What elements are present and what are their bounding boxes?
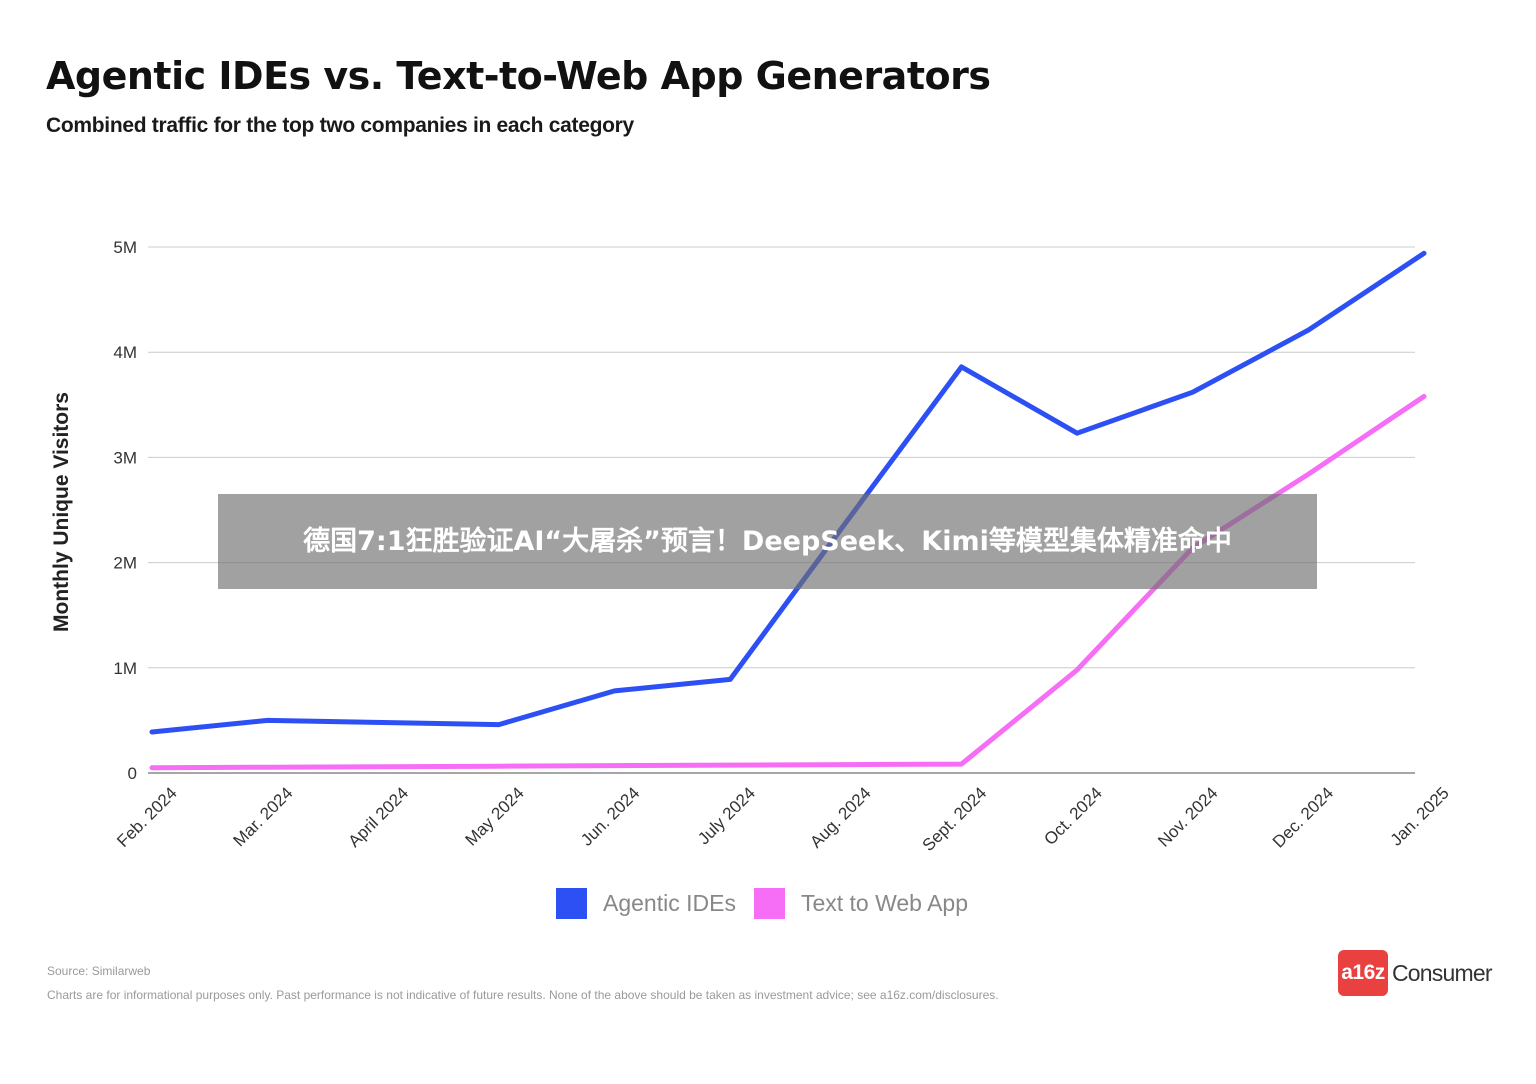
legend-item-text-to-web-app: Text to Web App	[753, 887, 969, 919]
series-line-agentic-ides	[149, 250, 1427, 735]
x-tick-label: Sept. 2024	[919, 783, 991, 855]
y-tick-label: 1M	[113, 659, 137, 678]
y-tick-label: 2M	[113, 554, 137, 573]
chart-legend: Agentic IDEs Text to Web App	[556, 887, 968, 919]
source-note: Source: Similarweb	[47, 964, 151, 978]
legend-item-agentic-ides: Agentic IDEs	[556, 887, 736, 919]
x-tick-label: Dec. 2024	[1269, 783, 1337, 851]
x-tick-label: Nov. 2024	[1154, 783, 1221, 850]
news-banner: 德国7:1狂胜验证AI“大屠杀”预言！DeepSeek、Kimi等模型集体精准命…	[218, 494, 1317, 589]
x-tick-label: Mar. 2024	[230, 783, 297, 850]
x-tick-label: Aug. 2024	[806, 783, 874, 851]
x-tick-labels: Feb. 2024 Mar. 2024 April 2024 May 2024 Jun.…	[113, 783, 1453, 855]
gridlines	[148, 246, 1415, 774]
y-tick-label: 4M	[113, 343, 137, 362]
y-tick-labels: 0 1M 2M 3M 4M 5M	[113, 238, 137, 783]
x-tick-label: Oct. 2024	[1040, 783, 1106, 849]
x-tick-label: Feb. 2024	[113, 783, 181, 851]
y-tick-label: 3M	[113, 448, 137, 467]
x-tick-label: Jan. 2025	[1387, 783, 1453, 849]
legend-label-text-to-web-app: Text to Web App	[800, 889, 969, 916]
chart-title: Agentic IDEs vs. Text-to-Web App Generat…	[46, 54, 991, 98]
x-tick-label: April 2024	[345, 783, 413, 851]
a16z-badge: a16z	[1338, 950, 1388, 996]
disclaimer-note: Charts are for informational purposes on…	[47, 988, 999, 1002]
x-tick-label: Jun. 2024	[577, 783, 643, 849]
x-tick-label: July 2024	[694, 783, 759, 848]
banner-text: 德国7:1狂胜验证AI“大屠杀”预言！DeepSeek、Kimi等模型集体精准命…	[303, 525, 1232, 557]
legend-swatch-agentic-ides	[556, 887, 587, 919]
a16z-consumer-logo: a16z Consumer	[1338, 950, 1493, 996]
legend-swatch-text-to-web-app	[753, 887, 785, 919]
y-tick-label: 5M	[113, 238, 137, 257]
y-axis-label: Monthly Unique Visitors	[50, 392, 73, 632]
brand-text: Consumer	[1392, 959, 1493, 986]
y-tick-label: 0	[128, 764, 137, 783]
x-tick-label: May 2024	[462, 783, 528, 849]
chart-subtitle: Combined traffic for the top two compani…	[46, 114, 634, 137]
legend-label-agentic-ides: Agentic IDEs	[603, 889, 736, 916]
